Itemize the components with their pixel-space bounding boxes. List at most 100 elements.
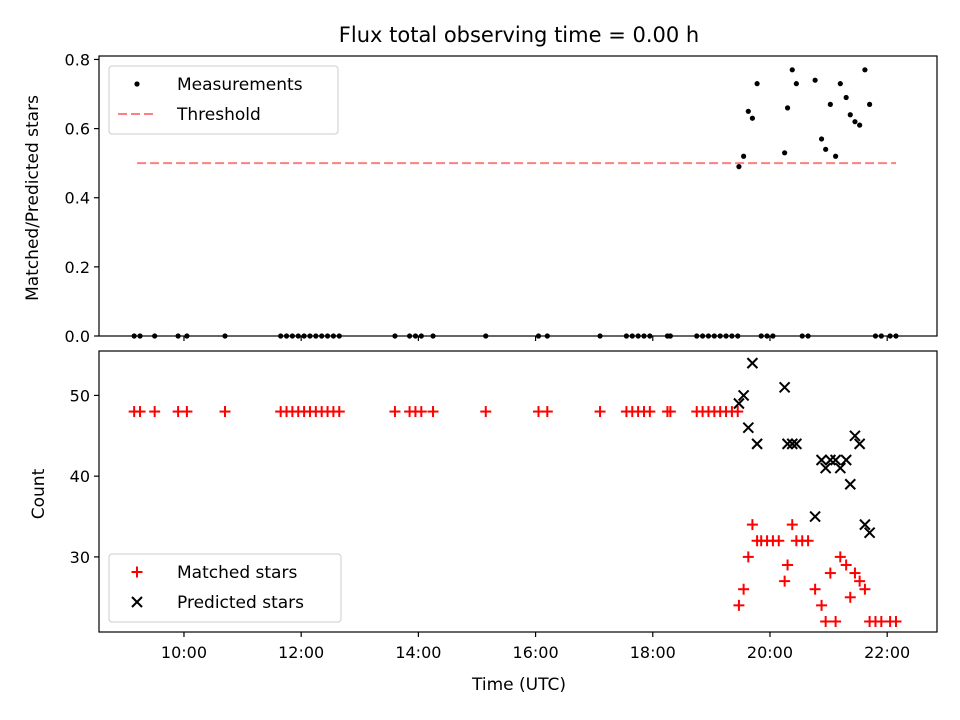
predicted-point <box>742 422 755 434</box>
bottom-y-tick-label: 40 <box>70 467 90 486</box>
legend-label: Matched stars <box>177 563 297 583</box>
measurement-point <box>818 136 825 142</box>
legend-label: Measurements <box>177 75 303 95</box>
top-y-tick-label: 0.6 <box>65 120 90 139</box>
bottom-series-1 <box>733 357 876 539</box>
matched-point <box>834 551 846 563</box>
predicted-point <box>746 357 759 369</box>
bottom-x-axis-label: Time (UTC) <box>471 675 566 695</box>
matched-point <box>854 575 866 587</box>
predicted-point <box>834 462 847 474</box>
predicted-point <box>829 454 842 466</box>
measurement-point <box>823 146 829 152</box>
matched-point <box>890 616 902 628</box>
x-tick-label: 16:00 <box>513 643 559 662</box>
measurement-point <box>843 94 849 101</box>
x-tick-label: 10:00 <box>161 643 207 662</box>
predicted-point <box>815 454 828 466</box>
measurement-point <box>867 101 873 107</box>
x-tick-label: 18:00 <box>630 643 676 662</box>
legend-predicted-swatch <box>131 596 143 608</box>
matched-point <box>733 599 745 611</box>
matched-point <box>480 406 492 418</box>
predicted-point <box>781 438 794 450</box>
predicted-point <box>751 438 763 450</box>
top-y-tick-label: 0.4 <box>65 189 90 208</box>
matched-point <box>415 406 427 418</box>
matched-point <box>541 406 553 418</box>
matched-point <box>389 406 401 418</box>
legend-label: Threshold <box>176 105 261 125</box>
matched-point <box>782 559 794 571</box>
legend-matched-swatch <box>131 566 143 578</box>
predicted-point <box>840 454 852 466</box>
matched-point <box>181 406 193 418</box>
matched-point <box>742 551 754 563</box>
measurement-point <box>852 119 858 125</box>
measurement-point <box>847 112 853 118</box>
predicted-point <box>844 478 856 490</box>
x-tick-label: 12:00 <box>278 643 324 662</box>
measurement-point <box>754 81 760 87</box>
measurement-point <box>827 101 833 107</box>
matched-point <box>664 406 676 418</box>
measurement-point <box>833 153 839 159</box>
bottom-y-tick-label: 30 <box>70 548 90 567</box>
matched-point <box>149 406 161 418</box>
measurement-point <box>784 105 791 111</box>
measurement-point <box>862 67 868 73</box>
matched-point <box>859 583 871 595</box>
x-tick-label: 20:00 <box>747 643 793 662</box>
measurement-point <box>789 67 795 73</box>
matched-point <box>644 406 656 418</box>
top-y-tick-label: 0.2 <box>65 258 90 277</box>
top-y-tick-label: 0.8 <box>65 50 90 69</box>
predicted-point <box>859 518 871 531</box>
matched-point <box>802 535 814 547</box>
measurement-point <box>837 81 843 87</box>
predicted-point <box>819 462 832 474</box>
top-legend: Measurements Threshold <box>108 65 339 135</box>
bottom-series-0 <box>128 406 902 628</box>
predicted-point <box>863 526 876 539</box>
predicted-point <box>853 438 866 450</box>
matched-point <box>816 599 828 611</box>
bottom-y-tick-label: 50 <box>70 386 90 405</box>
matched-point <box>732 406 744 418</box>
matched-point <box>809 583 821 595</box>
matched-point <box>333 406 345 418</box>
matched-point <box>427 406 439 418</box>
measurement-point <box>741 153 747 159</box>
measurement-point <box>736 164 742 170</box>
matched-point <box>594 406 606 418</box>
panel-ratio: 0.0 0.2 0.4 0.6 0.8 Measurements Threshold <box>65 50 938 346</box>
measurement-point <box>749 115 756 121</box>
legend-box <box>108 65 339 135</box>
legend-box <box>108 553 342 623</box>
bottom-axes-frame <box>98 350 938 633</box>
x-tick-label: 14:00 <box>395 643 441 662</box>
predicted-point <box>786 438 798 450</box>
figure-title: Flux total observing time = 0.00 h <box>339 23 699 47</box>
predicted-point <box>737 389 750 402</box>
legend-label: Predicted stars <box>177 593 304 613</box>
matched-point <box>773 535 785 547</box>
measurement-point <box>812 77 818 83</box>
matched-point <box>738 583 750 595</box>
matched-point <box>824 567 836 579</box>
matched-point <box>134 406 146 418</box>
panel-count: 30 40 50 10:00 12:00 14:00 16:00 18:00 20:00 22:0… <box>70 350 938 662</box>
matched-point <box>779 575 791 587</box>
matched-point <box>219 406 231 418</box>
bottom-legend: Matched stars Predicted stars <box>108 553 342 623</box>
x-tick-label: 22:00 <box>864 643 910 662</box>
matched-point <box>830 616 842 628</box>
measurement-point <box>782 150 788 156</box>
matched-point <box>786 519 798 531</box>
predicted-point <box>849 430 861 442</box>
measurement-point <box>793 81 799 87</box>
predicted-point <box>778 381 791 394</box>
top-y-axis-label: Matched/Predicted stars <box>23 95 43 301</box>
matched-point <box>840 559 852 571</box>
